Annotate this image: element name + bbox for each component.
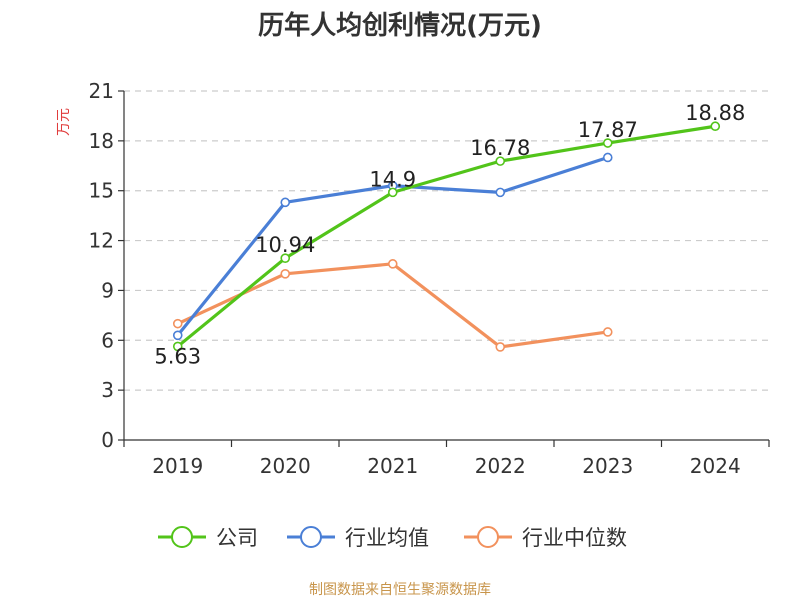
data-point[interactable] — [280, 269, 291, 279]
x-tick-label: 2020 — [260, 454, 311, 478]
data-point[interactable] — [280, 197, 291, 208]
data-point[interactable] — [710, 121, 721, 132]
y-tick-label: 12 — [89, 229, 114, 253]
series-line — [177, 262, 608, 349]
legend-swatch-circle — [171, 526, 193, 548]
legend-item-2[interactable]: 行业中位数 — [464, 526, 627, 550]
data-point[interactable] — [387, 187, 398, 198]
data-label: 5.63 — [154, 344, 201, 368]
data-point[interactable] — [495, 187, 506, 198]
legend[interactable]: 公司 行业均值 行业中位数 — [158, 526, 627, 550]
legend-swatch-circle — [300, 526, 322, 548]
legend-item-1[interactable]: 行业均值 — [287, 526, 429, 550]
data-label: 18.88 — [685, 101, 745, 125]
data-point[interactable] — [602, 152, 613, 163]
legend-item-0[interactable]: 公司 — [158, 526, 258, 550]
data-point[interactable] — [495, 156, 506, 166]
data-point[interactable] — [602, 138, 613, 148]
x-tick-label: 2021 — [367, 454, 418, 478]
axes: 0 3 6 9 12 15 18 21 2019 2020 2021 2022 2023 2024 — [89, 79, 770, 478]
series-line — [176, 124, 716, 348]
data-point[interactable] — [172, 341, 183, 352]
y-tick-label: 21 — [89, 79, 114, 103]
data-point[interactable] — [172, 330, 183, 341]
x-tick-label: 2022 — [475, 454, 526, 478]
y-tick-label: 18 — [89, 129, 114, 153]
source-note: 制图数据来自恒生聚源数据库 — [309, 582, 491, 598]
legend-label: 行业中位数 — [522, 526, 627, 550]
series-0 — [172, 121, 721, 352]
data-labels: 5.63 10.94 14.9 16.78 17.87 18.88 — [154, 101, 745, 368]
data-point[interactable] — [280, 253, 291, 263]
x-tick-label: 2024 — [690, 454, 741, 478]
y-tick-label: 3 — [101, 378, 114, 402]
grid-lines — [124, 90, 769, 391]
legend-swatch-circle — [477, 526, 499, 548]
x-tick-label: 2023 — [582, 454, 633, 478]
data-label: 10.94 — [255, 233, 315, 257]
data-point[interactable] — [495, 342, 506, 352]
y-tick-label: 9 — [101, 278, 114, 302]
data-label: 14.9 — [369, 167, 416, 191]
y-tick-label: 0 — [101, 428, 114, 452]
series-2 — [172, 259, 613, 352]
y-tick-label: 6 — [101, 328, 114, 352]
chart-title: 历年人均创利情况(万元) — [258, 10, 542, 41]
data-point[interactable] — [387, 259, 398, 269]
legend-label: 公司 — [216, 526, 258, 550]
y-axis-label: 万元 — [56, 108, 72, 136]
x-tick-label: 2019 — [152, 454, 203, 478]
data-label: 17.87 — [578, 118, 638, 142]
data-point[interactable] — [172, 318, 183, 329]
y-tick-label: 15 — [89, 179, 114, 203]
legend-label: 行业均值 — [345, 526, 429, 550]
data-label: 16.78 — [470, 136, 530, 160]
series-1 — [172, 152, 613, 341]
data-point[interactable] — [602, 327, 613, 337]
series-layer — [172, 121, 721, 352]
